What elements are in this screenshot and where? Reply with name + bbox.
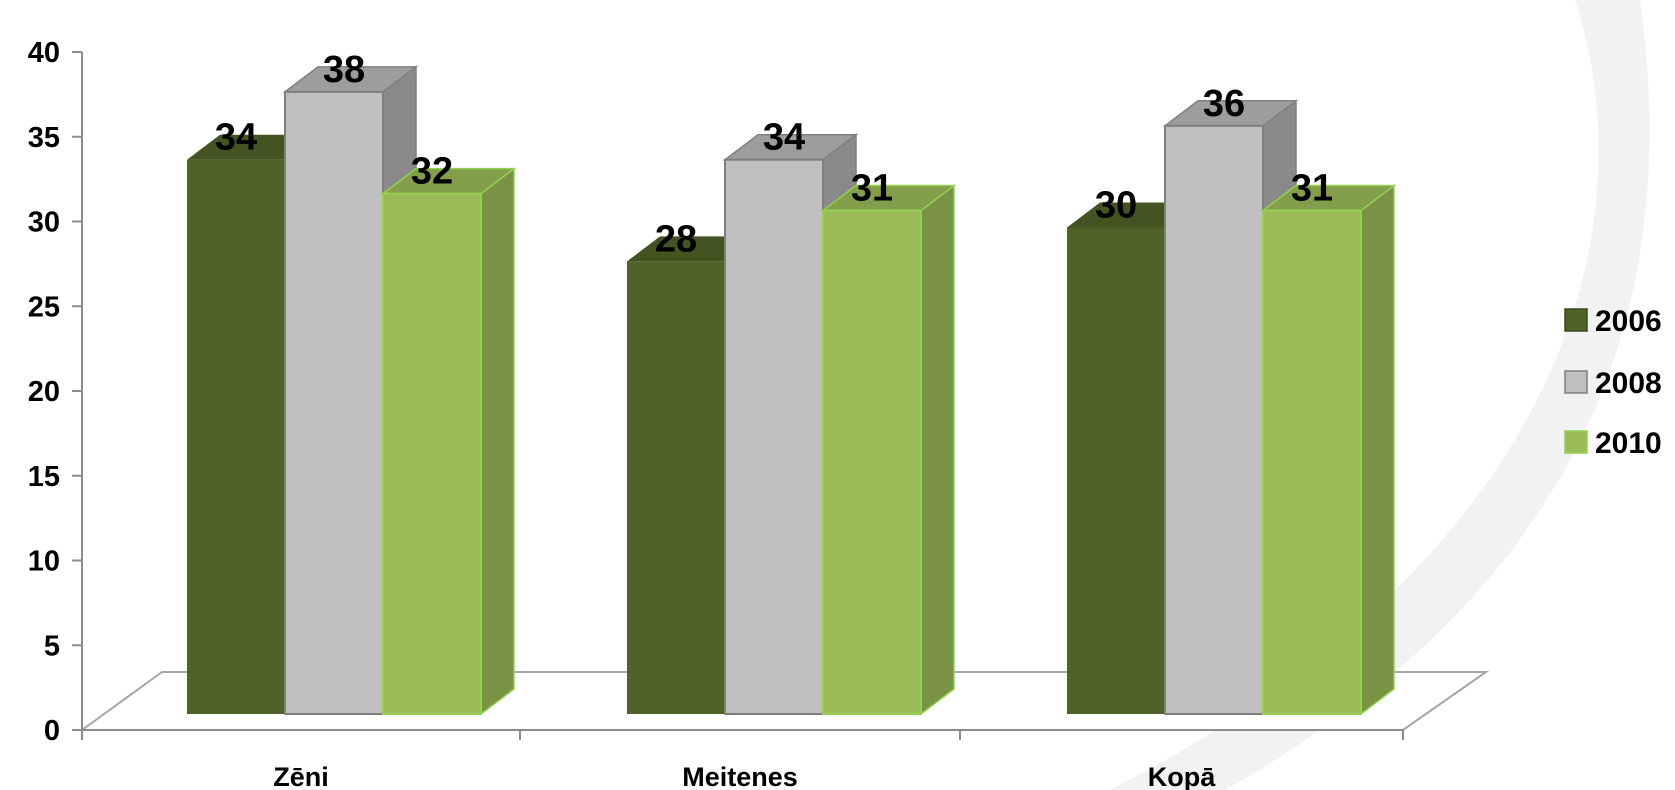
data-label: 31 (1291, 168, 1333, 210)
x-category-label: Zēni (273, 762, 329, 790)
y-tick-label: 5 (44, 630, 60, 662)
bar-front (1164, 124, 1264, 716)
bar-2010-1 (820, 184, 957, 716)
legend-label: 2006 (1595, 305, 1662, 338)
y-tick-label: 20 (28, 376, 60, 408)
bar-2010-0 (380, 167, 517, 716)
bar-2010-2 (1260, 184, 1397, 716)
data-label: 31 (851, 168, 893, 210)
data-label: 38 (323, 49, 365, 91)
bar-front (627, 261, 725, 714)
y-tick-label: 15 (28, 461, 60, 493)
x-category-label: Kopā (1148, 762, 1216, 790)
legend-swatch (1564, 370, 1588, 394)
data-label: 34 (215, 117, 257, 159)
y-tick-label: 40 (28, 37, 60, 69)
y-tick-label: 35 (28, 122, 60, 154)
bar-front (822, 209, 922, 716)
bar-front (284, 90, 384, 715)
legend-label: 2008 (1595, 367, 1662, 400)
data-label: 32 (411, 151, 453, 193)
bar-side (480, 167, 515, 716)
bar-side (1360, 184, 1395, 716)
legend-label: 2010 (1595, 427, 1662, 460)
data-label: 34 (763, 117, 805, 159)
legend-swatch (1564, 308, 1588, 332)
bar-front (724, 158, 824, 715)
bar-front (382, 192, 482, 716)
y-tick-label: 10 (28, 546, 60, 578)
data-label: 30 (1095, 185, 1137, 227)
data-label: 36 (1203, 83, 1245, 125)
data-label: 28 (655, 218, 697, 260)
y-tick-label: 25 (28, 291, 60, 323)
y-tick-label: 30 (28, 207, 60, 239)
bar-front (187, 159, 285, 714)
y-tick-label: 0 (44, 715, 60, 747)
legend-swatch (1564, 430, 1588, 454)
bar-side (920, 184, 955, 716)
x-category-label: Meitenes (682, 762, 798, 790)
bar-front (1262, 209, 1362, 716)
bar-front (1067, 227, 1165, 714)
